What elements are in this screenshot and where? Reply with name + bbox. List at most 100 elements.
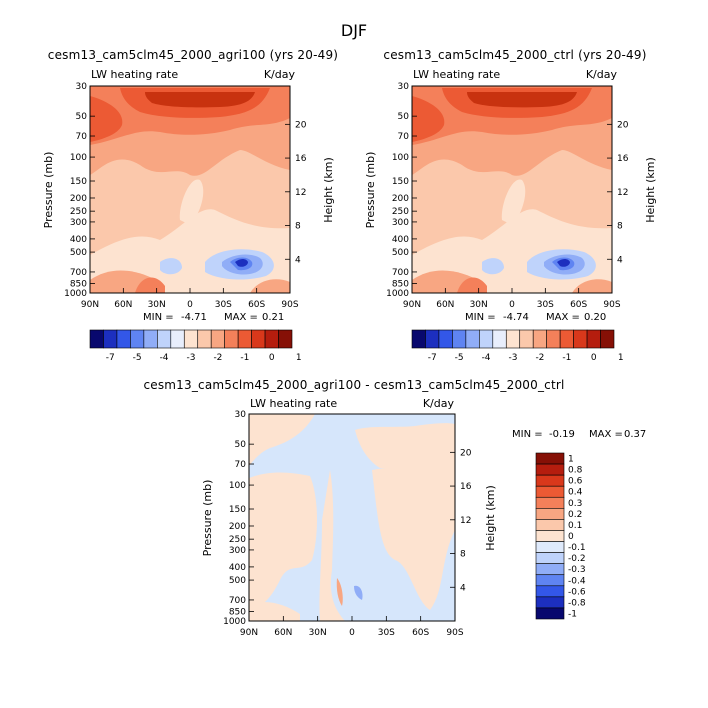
colorbar-swatch: [535, 574, 565, 587]
colorbar-label: -0.2: [568, 554, 586, 564]
max-value: 0.21: [262, 312, 284, 323]
pressure-axis-label: Pressure (mb): [201, 480, 214, 557]
colorbar: -7 -5 -4 -3 -2 -1 0 1: [89, 329, 302, 363]
height-tick-label: 16: [460, 482, 472, 492]
max-label: MAX =: [546, 312, 580, 323]
latitude-tick-label: 0: [187, 300, 193, 310]
colorbar-swatch: [438, 329, 453, 349]
pressure-tick-label: 700: [229, 596, 246, 606]
colorbar-swatch: [535, 563, 565, 576]
field-sh-mid-blue: [354, 585, 363, 600]
latitude-tick-label: 60N: [436, 300, 454, 310]
pressure-tick-label: 200: [392, 194, 409, 204]
pressure-tick-label: 70: [398, 132, 410, 142]
latitude-ticks: 90N 60N 30N 0 30S 60S 90S: [403, 288, 621, 310]
field-surface-salmon-sh: [250, 279, 290, 293]
colorbar-swatch: [452, 329, 467, 349]
pressure-tick-label: 400: [229, 563, 246, 573]
colorbar-label: -2: [213, 353, 222, 363]
colorbar-label: -5: [455, 353, 464, 363]
colorbar-swatch: [479, 329, 494, 349]
height-tick-label: 12: [460, 516, 471, 526]
colorbar-label: -4: [482, 353, 491, 363]
field-eq-cream: [319, 470, 345, 621]
colorbar-swatch: [535, 541, 565, 553]
height-tick-label: 16: [295, 154, 307, 164]
height-tick-label: 12: [295, 188, 306, 198]
pressure-tick-label: 30: [398, 82, 410, 92]
field-low-deep-blue: [557, 259, 570, 267]
pressure-tick-label: 50: [398, 112, 410, 122]
latitude-tick-label: 30N: [470, 300, 488, 310]
pressure-tick-label: 50: [235, 440, 247, 450]
colorbar-label: 0: [591, 353, 597, 363]
latitude-tick-label: 90S: [281, 300, 298, 310]
colorbar-swatch: [278, 329, 293, 349]
height-tick-label: 4: [295, 255, 301, 265]
panel-agri100: cesm13_cam5clm45_2000_agri100 (yrs 20-49…: [42, 48, 338, 363]
colorbar-label: 0.1: [568, 521, 582, 531]
latitude-ticks: 90N 60N 30N 0 30S 60S 90S: [81, 288, 299, 310]
height-tick-label: 20: [460, 448, 472, 458]
latitude-tick-label: 90S: [603, 300, 620, 310]
colorbar-swatch: [89, 329, 104, 349]
min-label: MIN =: [465, 312, 496, 323]
panel-title: cesm13_cam5clm45_2000_agri100 - cesm13_c…: [143, 378, 564, 392]
field-sh-strat-cream: [355, 423, 455, 471]
field-low-deep-blue: [235, 259, 248, 267]
height-tick-label: 8: [295, 222, 301, 232]
pressure-tick-label: 30: [76, 82, 88, 92]
height-ticks: 20 16 12 8 4: [285, 120, 307, 265]
colorbar-label: 0.6: [568, 477, 583, 487]
field-nh-trop-cream: [249, 472, 317, 607]
page-title: DJF: [341, 21, 367, 40]
colorbar-swatch: [535, 496, 565, 509]
colorbar-swatch: [224, 329, 239, 349]
pressure-tick-label: 500: [392, 248, 409, 258]
colorbar-swatch: [559, 329, 574, 349]
colorbar-label: -4: [160, 353, 169, 363]
colorbar-label: -0.1: [568, 543, 586, 553]
colorbar-swatch: [535, 485, 565, 498]
colorbar-swatch: [535, 530, 565, 542]
field-sh-trop-cream: [372, 467, 455, 610]
colorbar-swatch: [546, 329, 561, 349]
pressure-tick-label: 400: [392, 235, 409, 245]
colorbar-swatch: [535, 596, 565, 609]
colorbar-swatch: [251, 329, 266, 349]
colorbar-vertical: 10.80.60.40.30.20.10-0.1-0.2-0.3-0.4-0.6…: [535, 452, 586, 619]
pressure-axis-label: Pressure (mb): [364, 152, 377, 229]
colorbar-swatch: [573, 329, 588, 349]
colorbar-swatch: [519, 329, 534, 349]
colorbar-swatch: [157, 329, 172, 349]
colorbar-swatch: [505, 329, 521, 349]
pressure-tick-label: 300: [229, 546, 246, 556]
panel-title: cesm13_cam5clm45_2000_agri100 (yrs 20-49…: [48, 48, 338, 62]
pressure-axis-label: Pressure (mb): [42, 152, 55, 229]
pressure-tick-label: 700: [392, 268, 409, 278]
pressure-tick-label: 700: [70, 268, 87, 278]
pressure-tick-label: 850: [229, 607, 246, 617]
field-nh-red: [90, 96, 123, 142]
colorbar-swatch: [535, 452, 565, 465]
min-value: -4.71: [181, 312, 207, 323]
colorbar-label: 1: [296, 353, 302, 363]
height-tick-label: 16: [617, 154, 629, 164]
right-string: K/day: [423, 397, 455, 410]
pressure-tick-label: 250: [392, 207, 409, 217]
field-jet-core: [145, 92, 255, 108]
field-low-light-blue-2: [482, 258, 504, 275]
colorbar-swatch: [465, 329, 480, 349]
latitude-tick-label: 60N: [114, 300, 132, 310]
latitude-tick-label: 30S: [215, 300, 232, 310]
pressure-tick-label: 1000: [223, 617, 246, 627]
pressure-tick-label: 30: [235, 410, 247, 420]
panel-difference: cesm13_cam5clm45_2000_agri100 - cesm13_c…: [143, 378, 646, 638]
field-surface-orange: [457, 277, 487, 293]
latitude-tick-label: 90N: [240, 628, 258, 638]
colorbar-label: -5: [133, 353, 142, 363]
colorbar-swatch: [143, 329, 158, 349]
